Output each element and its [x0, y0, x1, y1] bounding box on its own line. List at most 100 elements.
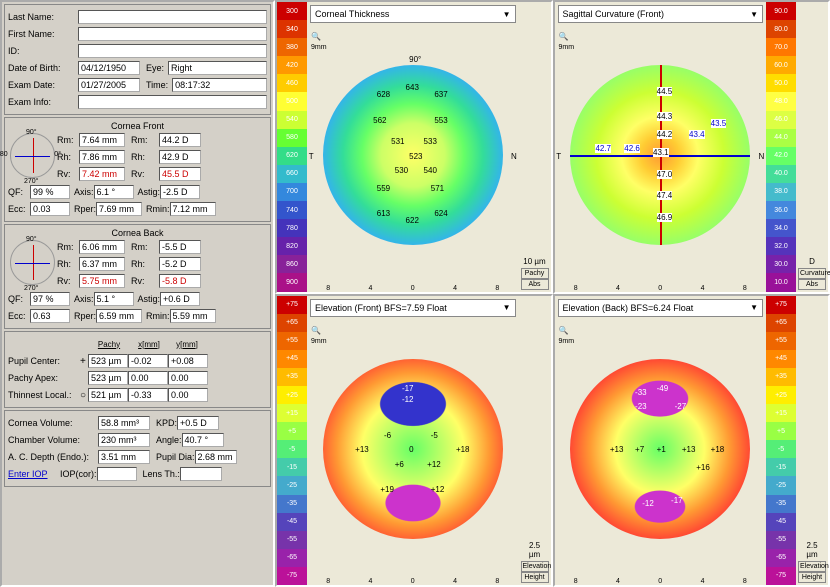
first-name-field[interactable]	[78, 27, 267, 41]
map-elevation-front: +75+65+55+45+35+25+15+5-5-15-25-35-45-55…	[275, 294, 553, 587]
zoom4: 9mm	[559, 338, 575, 345]
elev-front-map[interactable]: 0 -6 -5 +6 +12 +18 +13 -12 -17 +19 +12	[323, 359, 503, 539]
brm2-label: Rm:	[131, 242, 159, 252]
rper-label: Rper:	[74, 204, 96, 214]
y-hdr: y[mm]	[168, 340, 206, 349]
dob-field[interactable]: 04/12/1950	[78, 61, 140, 75]
dropdown-icon: ▼	[503, 10, 511, 19]
ecc-label: Ecc:	[8, 204, 30, 214]
hgt3[interactable]: Height	[521, 572, 549, 583]
type3[interactable]: Elevation	[521, 561, 549, 572]
right-panel: 3003403804204605005405806206607007407808…	[275, 0, 830, 587]
first-name-label: First Name:	[8, 29, 78, 39]
brm2-field: -5.5 D	[159, 240, 201, 254]
bottom-section: Cornea Volume:58.8 mm³KPD:+0.5 D Chamber…	[4, 410, 271, 487]
map1-title: Corneal Thickness	[315, 9, 389, 19]
rm-label: Rm:	[57, 135, 79, 145]
lens-field[interactable]	[180, 467, 222, 481]
zoom1: 9mm	[311, 44, 327, 51]
lens-label: Lens Th.:	[143, 469, 180, 479]
thin-x: -0.33	[128, 388, 168, 402]
astig-label: Astig:	[138, 187, 161, 197]
iopc-field[interactable]	[97, 467, 137, 481]
cornea-back-title: Cornea Back	[8, 228, 267, 238]
pupil-p: 523 µm	[88, 354, 128, 368]
map2-title: Sagittal Curvature (Front)	[563, 9, 665, 19]
bqf-field: 97 %	[30, 292, 70, 306]
time-field[interactable]: 08:17:32	[172, 78, 267, 92]
thin-label: Thinnest Local.:	[8, 390, 80, 400]
unit2: D	[798, 255, 826, 268]
becc-field: 0.63	[30, 309, 70, 323]
pupil-label: Pupil Center:	[8, 356, 80, 366]
rv-field: 7.42 mm	[79, 167, 125, 181]
qf-label: QF:	[8, 187, 30, 197]
hgt4[interactable]: Height	[798, 572, 826, 583]
compass-front	[10, 133, 55, 178]
dropdown-icon: ▼	[750, 303, 758, 312]
patient-section: Last Name: First Name: ID: Date of Birth…	[4, 4, 271, 115]
pachy-map[interactable]: 90° T N 523 531 533 530 540 562 553 559 …	[323, 65, 503, 245]
compass-back	[10, 240, 55, 285]
sagittal-map[interactable]: T N 43.1 44.5 44.3 44.2 47.0 47.4 46.9 4…	[570, 65, 750, 245]
cornea-back-section: Cornea Back 90°270° Rm:6.06 mmRm:-5.5 D …	[4, 224, 271, 329]
ang-field: 40.7 °	[182, 433, 224, 447]
map1-title-dropdown[interactable]: Corneal Thickness ▼	[310, 5, 516, 23]
cv-field: 58.8 mm³	[98, 416, 150, 430]
x-hdr: x[mm]	[130, 340, 168, 349]
time-label: Time:	[146, 80, 168, 90]
rmin-field: 7.12 mm	[170, 202, 216, 216]
bastig-field: +0.6 D	[160, 292, 200, 306]
map2-title-dropdown[interactable]: Sagittal Curvature (Front)▼	[558, 5, 764, 23]
eye-field[interactable]: Right	[168, 61, 267, 75]
last-name-field[interactable]	[78, 10, 267, 24]
apex-y: 0.00	[168, 371, 208, 385]
axis-field: 6.1 °	[94, 185, 134, 199]
apex-p: 523 µm	[88, 371, 128, 385]
rmin-label: Rmin:	[146, 204, 170, 214]
brmin-label: Rmin:	[146, 311, 170, 321]
abs1[interactable]: Abs	[521, 279, 549, 290]
id-field[interactable]	[78, 44, 267, 58]
type2[interactable]: Curvature	[798, 268, 826, 279]
bqf-label: QF:	[8, 294, 30, 304]
kpd-field: +0.5 D	[177, 416, 219, 430]
unit3: 2.5 µm	[521, 539, 549, 561]
abs2[interactable]: Abs	[798, 279, 826, 290]
elev-back-map[interactable]: +1 +7 +13 +13 +16 +18 -23 -27 -33 -49 -1…	[570, 359, 750, 539]
dob-label: Date of Birth:	[8, 63, 78, 73]
map-corneal-thickness: 3003403804204605005405806206607007407808…	[275, 0, 553, 294]
exam-info-field[interactable]	[78, 95, 267, 109]
rm2-field: 44.2 D	[159, 133, 201, 147]
enter-iop-link[interactable]: Enter IOP	[8, 469, 56, 479]
map3-title-dropdown[interactable]: Elevation (Front) BFS=7.59 Float▼	[310, 299, 516, 317]
chv-label: Chamber Volume:	[8, 435, 98, 445]
type1[interactable]: Pachy	[521, 268, 549, 279]
rv-label: Rv:	[57, 169, 79, 179]
unit4: 2.5 µm	[798, 539, 826, 561]
kpd-label: KPD:	[156, 418, 177, 428]
qf-field: 99 %	[30, 185, 70, 199]
cornea-front-title: Cornea Front	[8, 121, 267, 131]
apex-label: Pachy Apex:	[8, 373, 88, 383]
ecc-field: 0.03	[30, 202, 70, 216]
scale-elev-front: +75+65+55+45+35+25+15+5-5-15-25-35-45-55…	[277, 296, 307, 586]
map-elevation-back: Elevation (Back) BFS=6.24 Float▼ 🔍9mm +1…	[553, 294, 830, 587]
brm-field: 6.06 mm	[79, 240, 125, 254]
acd-field: 3.51 mm	[98, 450, 150, 464]
brv-label: Rv:	[57, 276, 79, 286]
type4[interactable]: Elevation	[798, 561, 826, 572]
map4-title: Elevation (Back) BFS=6.24 Float	[563, 303, 694, 313]
exam-date-field[interactable]: 01/27/2005	[78, 78, 140, 92]
map4-title-dropdown[interactable]: Elevation (Back) BFS=6.24 Float ▼	[558, 299, 764, 317]
left-panel: Last Name: First Name: ID: Date of Birth…	[0, 0, 275, 587]
chv-field: 230 mm³	[98, 433, 150, 447]
brh2-field: -5.2 D	[159, 257, 201, 271]
brper-label: Rper:	[74, 311, 96, 321]
ang-label: Angle:	[156, 435, 182, 445]
rh-field: 7.86 mm	[79, 150, 125, 164]
brm-label: Rm:	[57, 242, 79, 252]
last-name-label: Last Name:	[8, 12, 78, 22]
baxis-field: 5.1 °	[94, 292, 134, 306]
pachy-section: Pachyx[mm]y[mm] Pupil Center:+523 µm-0.0…	[4, 331, 271, 408]
